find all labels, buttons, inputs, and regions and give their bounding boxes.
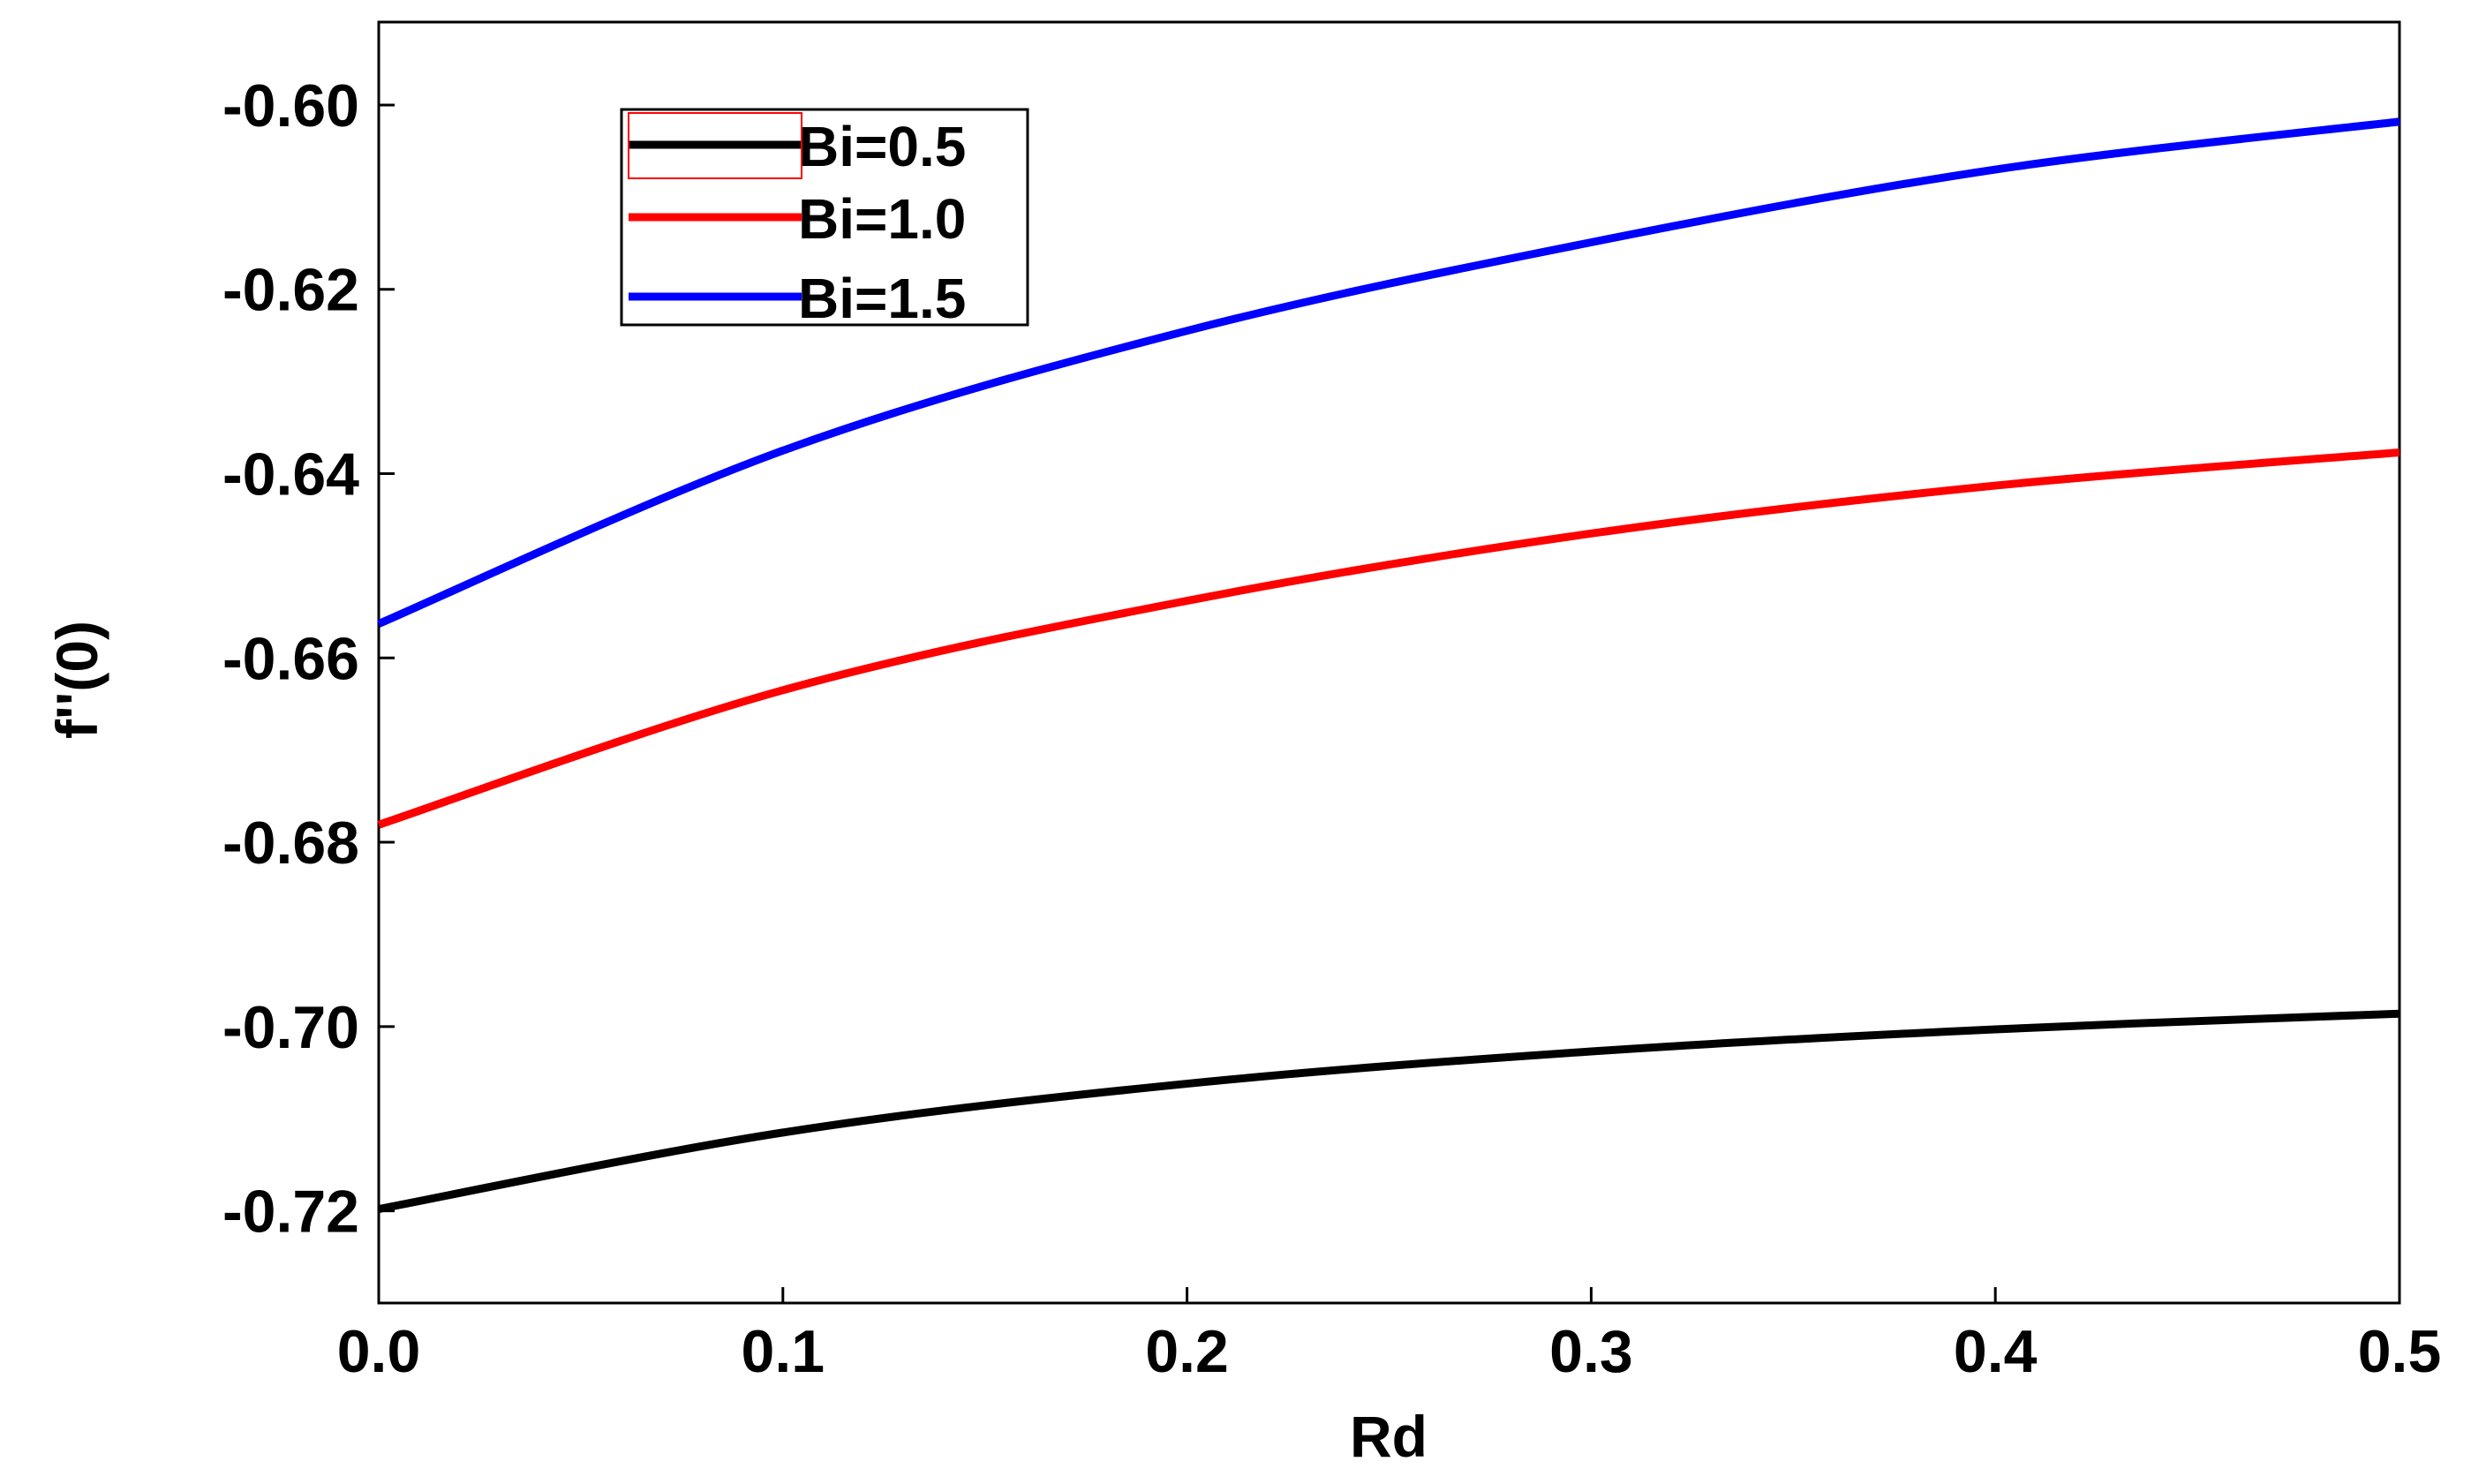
y-tick-label: -0.62 <box>222 257 359 324</box>
y-tick-label: -0.70 <box>222 994 359 1061</box>
y-tick-label: -0.72 <box>222 1179 359 1246</box>
x-tick-label: 0.5 <box>2358 1318 2442 1385</box>
series-line-3 <box>377 117 2400 628</box>
x-tick-label: 0.3 <box>1549 1318 1633 1385</box>
legend-selection-marker <box>628 112 802 179</box>
series-lines <box>377 117 2400 1213</box>
series-line-1 <box>378 1009 2400 1213</box>
x-tick-label: 0.1 <box>742 1318 825 1385</box>
y-tick-label: -0.60 <box>222 72 359 139</box>
y-axis-title: f''(0) <box>44 621 109 739</box>
y-tick-label: -0.68 <box>222 810 359 877</box>
y-tick-label: -0.66 <box>222 625 359 692</box>
y-axis-ticks: -0.72 -0.70 -0.68 -0.66 -0.64 -0.62 -0.60 <box>222 72 395 1246</box>
legend-label: Bi=1.0 <box>798 187 966 251</box>
x-tick-label: 0.2 <box>1145 1318 1229 1385</box>
x-axis-title: Rd <box>1350 1404 1428 1469</box>
legend-label: Bi=0.5 <box>798 115 966 178</box>
x-tick-label: 0.4 <box>1954 1318 2038 1385</box>
x-axis-ticks: 0.0 0.1 0.2 0.3 0.4 0.5 <box>337 1287 2442 1385</box>
series-line-2 <box>377 448 2400 829</box>
legend-label: Bi=1.5 <box>798 267 966 330</box>
y-tick-label: -0.64 <box>222 441 359 508</box>
legend: Bi=0.5 Bi=1.0 Bi=1.5 <box>620 108 1029 330</box>
x-tick-label: 0.0 <box>337 1318 421 1385</box>
